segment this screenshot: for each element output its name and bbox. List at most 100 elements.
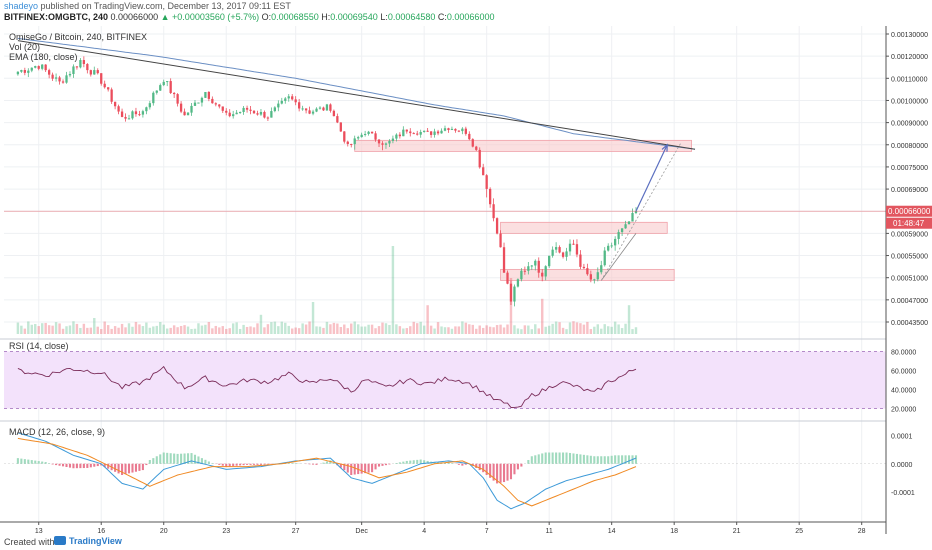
candle-body — [148, 103, 151, 108]
volume-bar — [509, 278, 513, 334]
macd-histogram-bar — [82, 463, 85, 469]
candle-body — [377, 139, 381, 144]
volume-bar — [235, 322, 238, 334]
volume-bar — [329, 324, 332, 334]
volume-bar — [343, 324, 346, 334]
volume-bar — [231, 323, 235, 334]
volume-bar — [422, 325, 426, 334]
volume-bar — [336, 323, 339, 334]
candle-body — [266, 117, 270, 119]
candle-body — [41, 64, 44, 69]
macd-histogram-bar — [186, 453, 190, 464]
time-tick-label: 11 — [546, 528, 553, 534]
macd-histogram-bar — [562, 452, 565, 464]
macd-histogram-bar — [55, 463, 58, 466]
volume-bar — [159, 322, 162, 334]
macd-histogram-bar — [447, 462, 450, 464]
candle-body — [58, 77, 61, 82]
volume-bar — [544, 326, 547, 334]
macd-histogram-bar — [294, 463, 297, 464]
up-triangle-icon: ▲ — [160, 12, 170, 22]
volume-bar — [402, 328, 405, 334]
volume-bar — [433, 328, 436, 334]
macd-histogram-bar — [93, 463, 96, 467]
candle-body — [225, 110, 228, 113]
macd-histogram-bar — [51, 463, 54, 465]
candle-body — [568, 243, 572, 252]
candle-body — [482, 167, 485, 176]
volume-bar — [266, 324, 270, 334]
candle-body — [600, 265, 603, 273]
volume-bar — [356, 324, 360, 334]
macd-histogram-bar — [596, 456, 599, 464]
candle-body — [68, 73, 72, 76]
volume-bar — [100, 329, 103, 334]
main-legend-title: OmiseGo / Bitcoin, 240, BITFINEX — [9, 32, 147, 42]
macd-histogram-bar — [502, 463, 506, 483]
candle-body — [117, 106, 120, 112]
price-badge — [886, 205, 932, 217]
volume-bar — [346, 328, 349, 334]
volume-bar — [179, 325, 183, 334]
candle-body — [207, 92, 211, 99]
low-value: 0.00064580 — [387, 12, 436, 22]
candle-body — [502, 247, 506, 273]
ohlc-line: BITFINEX:OMGBTC, 240 0.00066000 ▲ +0.000… — [4, 12, 494, 22]
price-tick-label: 0.00110000 — [891, 76, 928, 83]
candle-body — [145, 107, 148, 112]
macd-histogram-bar — [461, 463, 464, 466]
candle-body — [200, 97, 204, 103]
macd-histogram-bar — [555, 452, 558, 464]
volume-bar — [242, 324, 245, 334]
volume-bar — [547, 325, 551, 334]
volume-bar — [301, 323, 304, 334]
candle-body — [419, 131, 422, 135]
macd-histogram-bar — [197, 456, 200, 464]
candle-body — [374, 133, 377, 140]
time-tick-label: 14 — [608, 528, 616, 534]
volume-bar — [311, 302, 315, 334]
macd-histogram-bar — [610, 455, 613, 464]
open-label: O: — [261, 12, 272, 22]
macd-histogram-bar — [134, 463, 137, 472]
tradingview-logo[interactable]: TradingView — [54, 536, 122, 546]
author-link[interactable]: shadeyo — [4, 1, 39, 11]
volume-bar — [596, 324, 600, 334]
macd-histogram-bar — [402, 461, 405, 464]
macd-histogram-bar — [239, 463, 242, 466]
volume-bar — [488, 326, 492, 334]
candle-body — [367, 131, 370, 134]
volume-bar — [304, 324, 308, 334]
rsi-tick-label: 80.0000 — [891, 350, 916, 357]
volume-bar — [475, 328, 478, 334]
candle-body — [211, 98, 214, 104]
candle-body — [190, 105, 193, 113]
candle-body — [249, 109, 252, 111]
macd-histogram-bar — [256, 463, 259, 465]
candle-body — [294, 99, 297, 103]
candle-body — [433, 131, 436, 135]
volume-bar — [631, 329, 634, 334]
macd-histogram-bar — [534, 455, 537, 464]
price-tick-label: 0.00051000 — [891, 276, 928, 283]
volume-bar — [249, 326, 252, 334]
macd-histogram-bar — [148, 460, 151, 464]
candle-body — [155, 90, 158, 93]
price-tick-label: 0.00090000 — [891, 121, 928, 128]
volume-bar — [263, 327, 266, 334]
candle-body — [620, 228, 624, 233]
volume-bar — [450, 328, 454, 334]
time-tick-label: 4 — [422, 528, 426, 534]
volume-bar — [152, 326, 155, 334]
macd-histogram-bar — [200, 458, 203, 464]
macd-histogram-bar — [41, 461, 44, 464]
volume-bar — [40, 323, 44, 334]
volume-bar — [447, 327, 450, 334]
volume-bar — [256, 323, 259, 334]
candle-body — [627, 221, 631, 225]
open-value: 0.00068550 — [271, 12, 319, 22]
volume-bar — [527, 325, 530, 334]
volume-bar — [183, 325, 186, 334]
candle-body — [516, 279, 520, 287]
chart-area[interactable]: 0.00130000 0.00120000 0.00110000 0.00100000… — [0, 26, 932, 534]
